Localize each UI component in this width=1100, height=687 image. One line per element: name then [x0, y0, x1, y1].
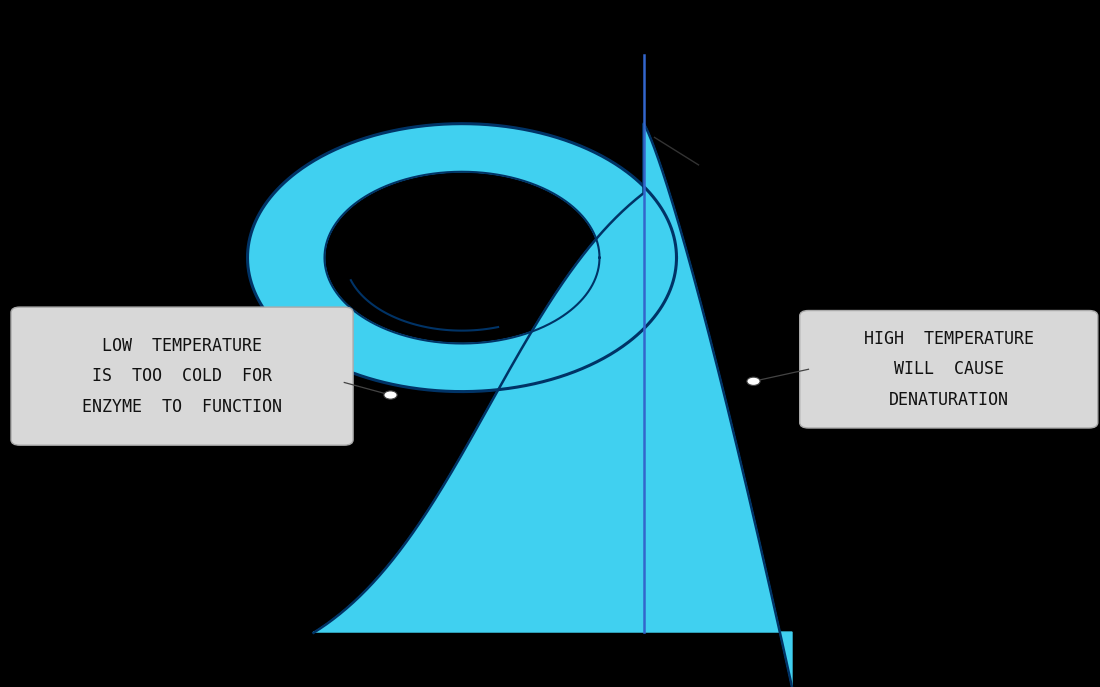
- Circle shape: [384, 391, 397, 399]
- FancyBboxPatch shape: [11, 307, 353, 445]
- Text: LOW  TEMPERATURE
IS  TOO  COLD  FOR
ENZYME  TO  FUNCTION: LOW TEMPERATURE IS TOO COLD FOR ENZYME T…: [82, 337, 282, 416]
- Circle shape: [747, 377, 760, 385]
- FancyBboxPatch shape: [800, 311, 1098, 428]
- Polygon shape: [314, 124, 792, 687]
- Polygon shape: [248, 124, 676, 392]
- Text: HIGH  TEMPERATURE
WILL  CAUSE
DENATURATION: HIGH TEMPERATURE WILL CAUSE DENATURATION: [864, 330, 1034, 409]
